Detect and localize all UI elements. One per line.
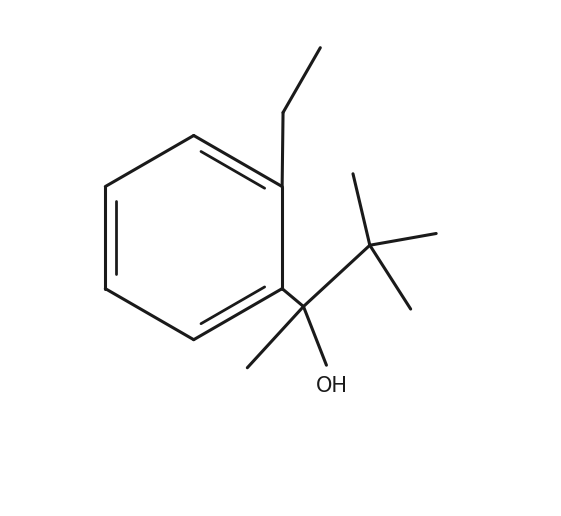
Text: OH: OH: [315, 377, 348, 396]
